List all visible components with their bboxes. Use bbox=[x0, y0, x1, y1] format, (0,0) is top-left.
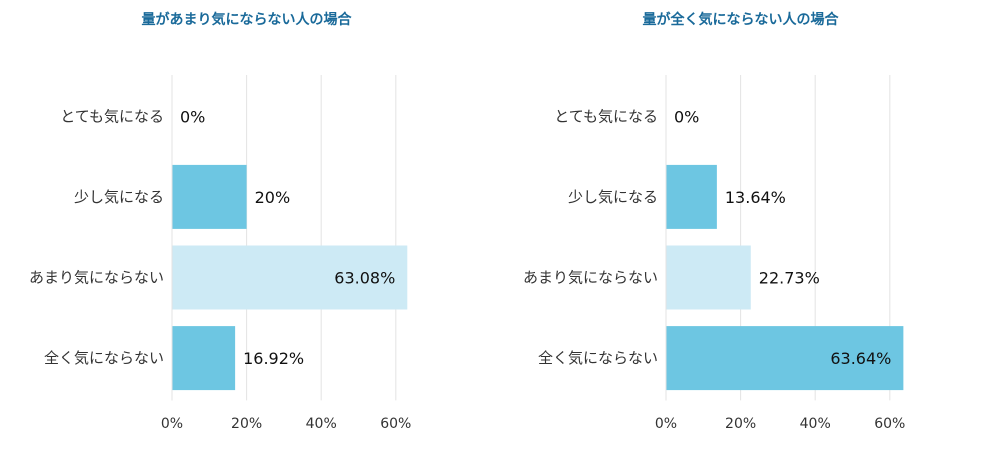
value-label: 16.92% bbox=[243, 349, 304, 368]
chart-panel-left: 量があまり気にならない人の場合 0% 20% 40% 60% とても気になる 0% 少し気に… bbox=[0, 0, 493, 451]
bar bbox=[172, 245, 408, 310]
category-label: 少し気になる bbox=[568, 188, 658, 206]
x-tick-label: 0% bbox=[655, 416, 677, 432]
x-tick-label: 60% bbox=[874, 416, 905, 432]
chart-title: 量があまり気にならない人の場合 bbox=[141, 12, 352, 28]
value-label: 0% bbox=[674, 107, 699, 126]
bar-chart-left: 0% 20% 40% 60% とても気になる 0% 少し気になる 20% あまり気にならない 63… bbox=[29, 75, 411, 432]
value-label: 22.73% bbox=[759, 269, 820, 288]
x-tick-label: 0% bbox=[161, 416, 183, 432]
category-label: あまり気にならない bbox=[29, 269, 164, 287]
bar-chart-right: 0% 20% 40% 60% とても気になる 0% 少し気になる 13.64% あまり気にならな… bbox=[523, 75, 905, 432]
value-label: 63.64% bbox=[830, 349, 891, 368]
chart-panel-right: 量が全く気にならない人の場合 0% 20% 40% 60% とても気になる 0% 少し気にな… bbox=[494, 0, 987, 451]
bar bbox=[172, 326, 236, 391]
value-label: 13.64% bbox=[725, 188, 786, 207]
x-tick-label: 20% bbox=[725, 416, 756, 432]
value-label: 0% bbox=[180, 107, 205, 126]
category-label: とても気になる bbox=[554, 107, 658, 125]
bar bbox=[666, 245, 751, 310]
bar bbox=[666, 164, 717, 229]
bar bbox=[666, 326, 904, 391]
x-tick-label: 60% bbox=[380, 416, 411, 432]
x-tick-label: 40% bbox=[306, 416, 337, 432]
category-label: 全く気にならない bbox=[44, 349, 164, 367]
x-tick-label: 40% bbox=[800, 416, 831, 432]
category-label: 全く気にならない bbox=[538, 349, 658, 367]
category-label: あまり気にならない bbox=[523, 269, 658, 287]
bar bbox=[172, 164, 247, 229]
category-label: 少し気になる bbox=[74, 188, 164, 206]
value-label: 63.08% bbox=[334, 269, 395, 288]
value-label: 20% bbox=[255, 188, 291, 207]
x-tick-label: 20% bbox=[231, 416, 262, 432]
chart-title: 量が全く気にならない人の場合 bbox=[642, 12, 839, 28]
category-label: とても気になる bbox=[60, 107, 164, 125]
